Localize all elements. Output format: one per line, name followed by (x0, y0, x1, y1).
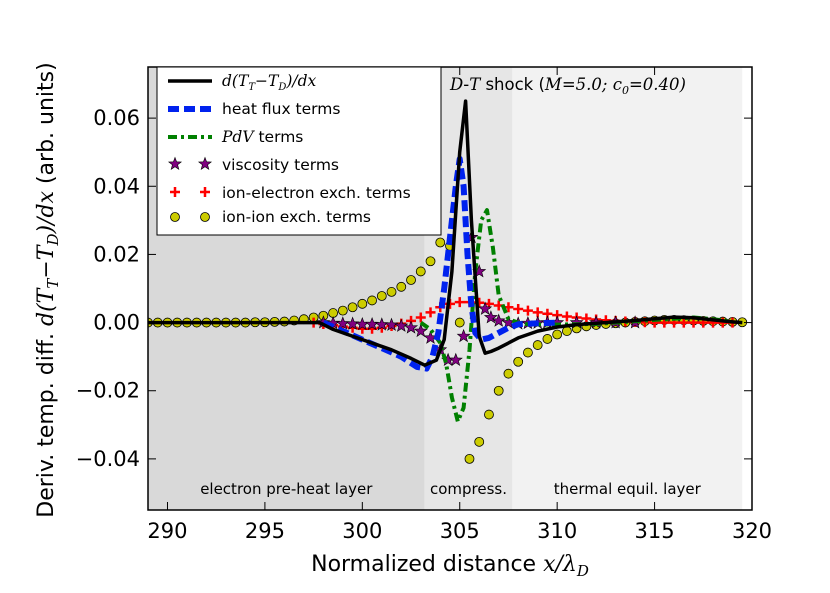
legend-marker-viscosity (197, 156, 213, 171)
x-tick-label: 310 (537, 519, 577, 543)
y-tick-label: 0.04 (93, 174, 140, 198)
data-point (478, 301, 493, 315)
data-point (435, 237, 446, 248)
legend-marker-ion-electron (200, 187, 210, 197)
legend-marker-viscosity (167, 156, 183, 171)
region-label-0: electron pre-heat layer (200, 480, 373, 498)
legend-marker-ion-electron (170, 187, 180, 197)
data-series (148, 99, 748, 464)
data-point (448, 352, 463, 366)
plot-frame (147, 66, 753, 511)
x-tick-label: 320 (732, 519, 772, 543)
legend-entry-total: d(TT−TD)/dx (168, 72, 317, 93)
data-point (678, 317, 689, 328)
data-point (456, 328, 471, 343)
y-axis-ticks: −0.04 −0.02 0.00 0.02 0.04 0.06 (76, 106, 752, 471)
y-tick-label: 0.06 (93, 106, 140, 130)
data-point (561, 311, 572, 322)
legend-entry-pdv: PdV terms (168, 128, 303, 146)
data-point (464, 453, 475, 464)
data-point (484, 409, 494, 420)
data-point (415, 266, 426, 277)
data-point (374, 317, 389, 331)
data-point (491, 313, 506, 327)
y-tick-label: 0.02 (93, 242, 140, 266)
data-point (425, 307, 436, 318)
region-labels: electron pre-heat layer compress. thermal … (200, 480, 701, 498)
series-line-0 (148, 99, 743, 367)
legend-label-ion-electron: ion-electron exch. terms (222, 184, 411, 202)
data-point (396, 281, 407, 292)
data-point (552, 329, 563, 340)
x-tick-label: 305 (440, 519, 480, 543)
legend-entry-heat-flux: heat flux terms (168, 100, 340, 118)
region-label-1: compress. (430, 480, 507, 498)
data-point (345, 316, 360, 330)
data-point (425, 256, 436, 267)
x-tick-label: 290 (147, 519, 187, 543)
legend-label-total: d(TT−TD)/dx (222, 72, 317, 93)
legend-marker-ion-ion (170, 212, 180, 222)
region-2 (512, 67, 743, 510)
y-tick-label: 0.00 (93, 311, 140, 335)
data-point (513, 356, 524, 367)
data-point (523, 347, 533, 358)
x-tick-label: 315 (635, 519, 675, 543)
legend-marker-ion-ion (200, 212, 210, 222)
data-point (513, 303, 524, 314)
legend-entry-ion-ion: ion-ion exch. terms (170, 208, 371, 226)
legend: d(TT−TD)/dx heat flux terms PdV terms vi… (156, 66, 442, 236)
data-point (337, 305, 348, 316)
x-axis-title: Normalized distance x/λD (311, 552, 589, 580)
x-tick-label: 300 (342, 519, 382, 543)
legend-label-heat-flux: heat flux terms (222, 100, 340, 118)
data-point (367, 295, 377, 306)
data-point (542, 334, 553, 344)
data-point (415, 312, 426, 323)
legend-entry-ion-electron: ion-electron exch. terms (170, 184, 411, 202)
series-0 (148, 99, 743, 367)
data-point (493, 385, 504, 396)
data-point (357, 298, 368, 309)
data-point (404, 320, 419, 334)
data-point (483, 310, 498, 324)
data-point (581, 313, 592, 324)
y-axis-title: Deriv. temp. diff. d(TT−TD)/dx (arb. uni… (34, 62, 62, 517)
legend-label-viscosity: viscosity terms (222, 156, 339, 174)
legend-entry-viscosity: viscosity terms (167, 156, 339, 174)
data-point (347, 302, 358, 313)
legend-label-pdv: PdV terms (221, 128, 303, 146)
data-point (454, 317, 465, 328)
data-point (335, 316, 350, 330)
x-axis-ticks: 290 295 300 305 310 315 320 (147, 67, 772, 543)
data-point (365, 316, 380, 331)
y-tick-label: −0.02 (76, 379, 140, 403)
chart-title: D-T shock (M=5.0; c0=0.40) (449, 75, 686, 97)
data-point (532, 340, 543, 350)
data-point (384, 317, 399, 331)
data-point (503, 368, 514, 379)
data-point (406, 275, 416, 285)
legend-box (156, 66, 442, 236)
x-tick-label: 295 (245, 519, 285, 543)
y-tick-label: −0.04 (76, 447, 140, 471)
legend-label-ion-ion: ion-ion exch. terms (222, 208, 371, 226)
data-point (454, 297, 465, 308)
data-point (376, 291, 387, 301)
region-label-2: thermal equil. layer (554, 480, 702, 498)
data-point (413, 323, 428, 338)
data-point (394, 318, 409, 332)
data-point (474, 436, 485, 447)
data-point (522, 305, 533, 316)
data-point (386, 287, 397, 297)
